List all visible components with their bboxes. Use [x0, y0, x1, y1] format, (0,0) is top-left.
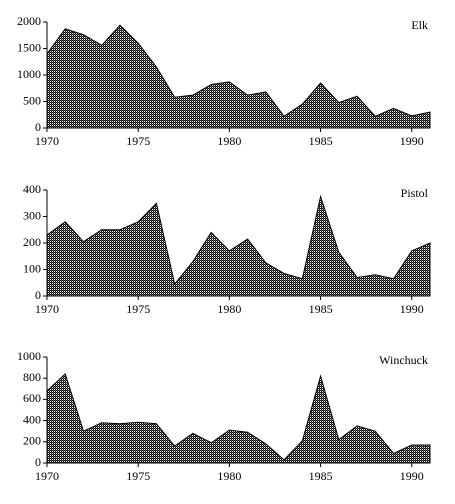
x-tick-label: 1970: [35, 302, 59, 316]
x-tick-label: 1990: [400, 134, 424, 148]
panel-title: Winchuck: [379, 353, 428, 367]
y-tick-label: 1500: [17, 40, 41, 54]
y-tick-label: 1000: [17, 67, 41, 81]
y-tick-label: 0: [35, 455, 41, 469]
y-tick-label: 400: [23, 182, 41, 196]
y-tick-label: 500: [23, 93, 41, 107]
y-tick-label: 200: [23, 235, 41, 249]
x-tick-label: 1985: [309, 469, 333, 483]
y-tick-label: 0: [35, 120, 41, 134]
x-tick-label: 1980: [217, 302, 241, 316]
y-tick-label: 300: [23, 208, 41, 222]
x-tick-label: 1980: [217, 469, 241, 483]
y-tick-label: 600: [23, 391, 41, 405]
x-tick-label: 1975: [126, 302, 150, 316]
y-tick-label: 1000: [17, 349, 41, 363]
x-tick-label: 1985: [309, 134, 333, 148]
area: [46, 373, 431, 464]
x-tick-label: 1975: [126, 469, 150, 483]
x-tick-label: 1980: [217, 134, 241, 148]
x-tick-label: 1985: [309, 302, 333, 316]
x-tick-label: 1975: [126, 134, 150, 148]
y-tick-label: 0: [35, 288, 41, 302]
x-tick-label: 1970: [35, 134, 59, 148]
y-tick-label: 200: [23, 434, 41, 448]
x-tick-label: 1970: [35, 469, 59, 483]
panel-title: Pistol: [401, 186, 429, 200]
y-tick-label: 100: [23, 261, 41, 275]
y-tick-label: 2000: [17, 14, 41, 28]
x-tick-label: 1990: [400, 469, 424, 483]
area: [46, 194, 431, 297]
y-tick-label: 400: [23, 412, 41, 426]
x-tick-label: 1990: [400, 302, 424, 316]
panel-title: Elk: [411, 18, 428, 32]
y-tick-label: 800: [23, 370, 41, 384]
area: [46, 24, 431, 129]
